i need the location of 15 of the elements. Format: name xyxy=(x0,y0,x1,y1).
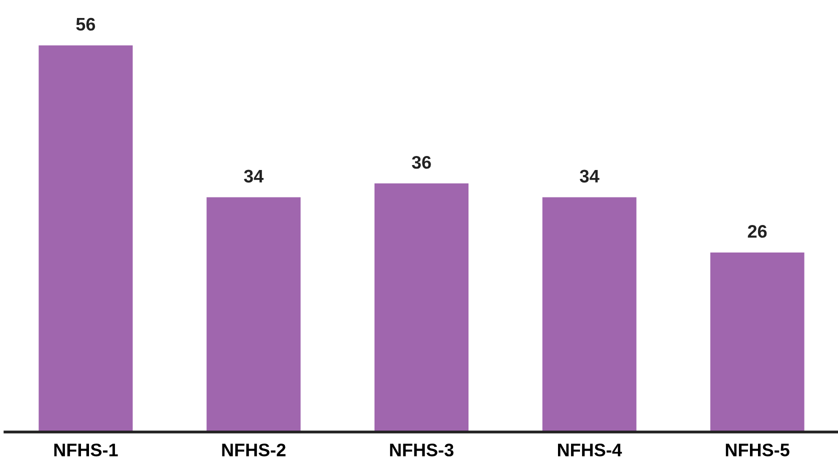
x-tick-label: NFHS-3 xyxy=(390,444,454,456)
data-label: 34 xyxy=(580,170,600,183)
bar xyxy=(710,252,804,432)
x-tick-label: NFHS-5 xyxy=(726,444,790,456)
x-tick-label: NFHS-4 xyxy=(558,444,622,456)
bar xyxy=(374,183,469,432)
data-label: 34 xyxy=(244,170,264,183)
data-label: 36 xyxy=(412,156,431,169)
bar xyxy=(542,197,636,432)
x-tick-label: NFHS-1 xyxy=(54,444,118,456)
bar xyxy=(206,197,301,432)
bar xyxy=(38,45,133,432)
data-label: 26 xyxy=(748,225,767,238)
data-label: 56 xyxy=(76,18,96,31)
x-tick-label: NFHS-2 xyxy=(222,444,286,456)
